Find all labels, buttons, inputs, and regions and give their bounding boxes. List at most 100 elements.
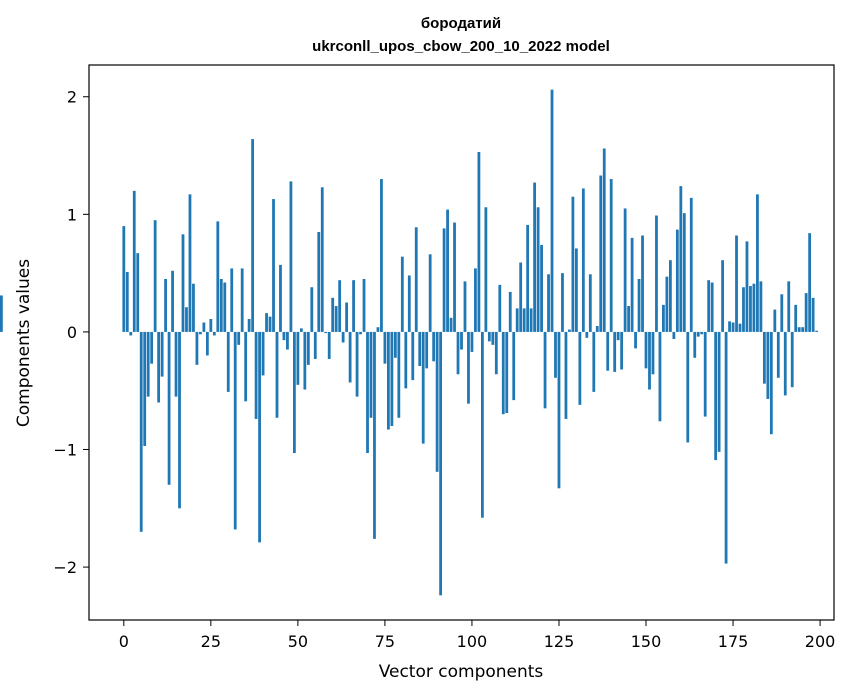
bar-component-88 [428, 254, 432, 332]
plot-frame [88, 64, 835, 621]
bar-component-18 [185, 307, 188, 332]
bar-component-41 [265, 313, 268, 332]
bar-component-197 [808, 233, 812, 332]
bar-component-34 [240, 268, 244, 332]
bar-component-33 [237, 331, 241, 345]
bar-component-37 [251, 139, 255, 332]
bar-component-87 [425, 331, 429, 369]
bar-component-98 [463, 281, 467, 332]
bar-component-59 [327, 331, 331, 359]
bar-component-100 [470, 331, 474, 352]
bar-component-104 [484, 207, 488, 332]
bar-component-120 [540, 244, 543, 332]
bar-component-191 [787, 281, 791, 332]
bar-component-133 [585, 331, 589, 338]
bar-component-23 [202, 322, 206, 332]
bar-component-129 [571, 196, 575, 332]
bar-component-61 [334, 306, 338, 332]
bar-component-63 [341, 331, 345, 343]
bar-component-103 [481, 331, 484, 518]
bar-component-154 [658, 331, 662, 422]
bar-component-62 [338, 280, 342, 332]
bar-component-192 [790, 331, 794, 388]
bar-component-20 [192, 283, 195, 332]
bar-component-71 [369, 331, 373, 418]
bar-component-6 [143, 331, 147, 446]
bar-component-24 [205, 331, 209, 356]
bar-component-65 [348, 331, 352, 383]
bar-component-198 [811, 297, 815, 332]
bar-component-72 [373, 331, 376, 539]
bar-component-43 [272, 199, 275, 332]
chart-title-line-2: ukrconll_upos_cbow_200_10_2022 model [312, 38, 610, 55]
bar-component-29 [223, 282, 227, 332]
bar-component-102 [477, 152, 481, 332]
bar-component-42 [268, 316, 272, 332]
bar-component-195 [801, 327, 805, 332]
bar-component-156 [665, 276, 669, 332]
bar-component-159 [675, 229, 679, 332]
bar-component-130 [574, 248, 578, 332]
bar-component-165 [696, 331, 700, 337]
bar-component-57 [320, 187, 324, 332]
bar-component-140 [609, 179, 613, 332]
bar-component-139 [606, 331, 610, 371]
x-tick-label-150: 150 [631, 632, 662, 651]
bar-component-74 [380, 179, 383, 332]
bar-component-55 [313, 331, 317, 359]
bar-component-141 [613, 331, 617, 372]
x-axis-label: Vector components [379, 662, 544, 682]
bar-component-189 [780, 294, 784, 332]
bar-component-137 [599, 175, 603, 332]
bar-component-40 [261, 331, 265, 376]
bar-component-163 [689, 197, 693, 332]
bar-component-178 [742, 287, 745, 332]
bar-component-143 [620, 331, 624, 370]
bar-component-69 [362, 279, 366, 332]
bar-component-90 [435, 331, 439, 472]
bar-component-11 [160, 331, 164, 377]
bar-component-79 [397, 331, 401, 418]
y-axis-label: Components values [14, 259, 34, 427]
bar-component-135 [592, 331, 596, 392]
bar-component-96 [456, 331, 460, 375]
bar-component-132 [581, 188, 585, 332]
y-tick-label-0: 0 [67, 323, 77, 342]
bar-component-196 [804, 293, 808, 332]
bar-component-188 [776, 331, 780, 378]
bar-component-194 [797, 327, 801, 332]
bar-component-161 [682, 213, 686, 332]
bar-component-146 [630, 237, 634, 332]
bar-component-122 [547, 274, 550, 332]
bar-component-26 [212, 331, 216, 336]
y-tick-label--1: −1 [53, 441, 77, 460]
bar-component-128 [568, 329, 571, 332]
bar-component-68 [359, 331, 362, 335]
bar-component-119 [536, 207, 540, 332]
bar-component-105 [487, 331, 491, 342]
bar-component-166 [700, 331, 704, 335]
bars-group [0, 89, 818, 596]
x-tick-label-100: 100 [457, 632, 488, 651]
bar-component-179 [745, 241, 749, 332]
bar-component-134 [588, 274, 592, 332]
bar-component-27 [216, 221, 220, 332]
y-tick-label--2: −2 [53, 558, 77, 577]
bar-component-182 [756, 194, 759, 332]
bar-component-125 [557, 331, 561, 489]
bar-component-48 [289, 181, 293, 332]
bar-component-95 [453, 222, 456, 332]
bar-component-14 [171, 270, 174, 332]
bar-component-185 [766, 331, 770, 399]
bar-component-118 [533, 182, 536, 332]
bar-component-150 [644, 331, 648, 369]
bar-component-121 [543, 331, 547, 409]
bar-component-136 [595, 326, 599, 332]
bar-component-78 [393, 331, 397, 358]
bar-component-173 [724, 331, 728, 564]
bar-component-145 [627, 306, 630, 332]
bar-component-142 [616, 331, 620, 341]
bar-component-38 [254, 331, 258, 419]
bar-component-172 [721, 260, 724, 332]
bar-component-56 [317, 231, 321, 332]
